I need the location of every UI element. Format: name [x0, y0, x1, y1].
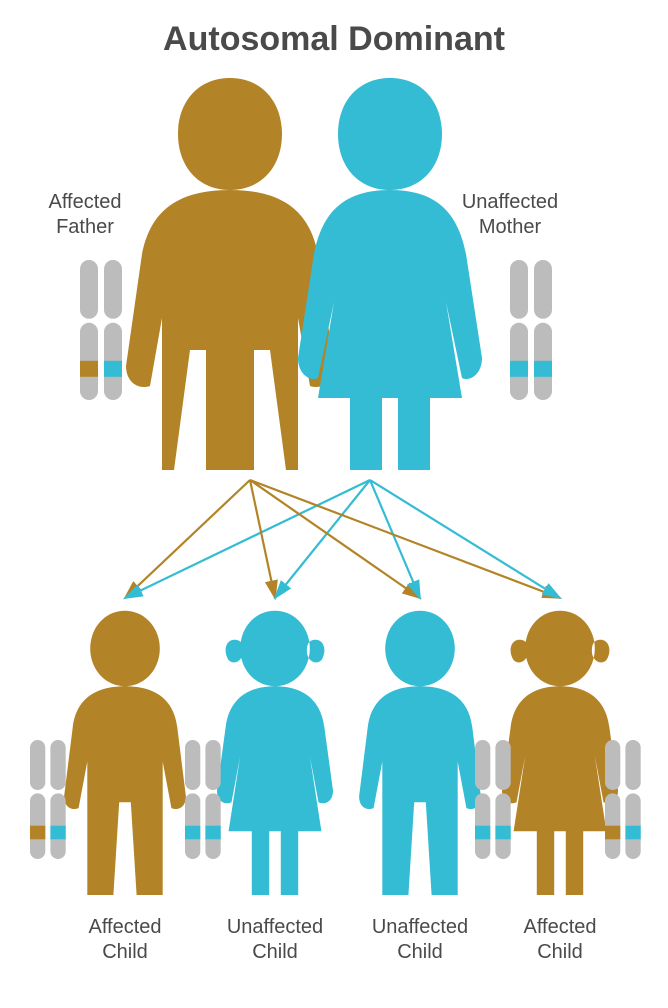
- child-label-2: UnaffectedChild: [340, 915, 500, 965]
- father-figure: [126, 78, 334, 470]
- mother-chromosomes: [510, 260, 552, 400]
- child-figure-0: [64, 611, 186, 895]
- child-label-3: AffectedChild: [480, 915, 640, 965]
- child-chromosomes-0: [30, 740, 66, 859]
- child-figure-3: [502, 611, 618, 895]
- mother-figure: [298, 78, 482, 470]
- arrow-father-child1: [250, 480, 275, 598]
- arrow-father-child3: [250, 480, 560, 598]
- child-chromosomes-3: [605, 740, 641, 859]
- arrow-mother-child1: [275, 480, 370, 598]
- diagram-svg: [0, 0, 668, 1008]
- child-chromosomes-1: [185, 740, 221, 859]
- child-figure-2: [359, 611, 481, 895]
- child-label-1: UnaffectedChild: [195, 915, 355, 965]
- arrow-father-child0: [125, 480, 250, 598]
- child-figure-1: [217, 611, 333, 895]
- father-chromosomes: [80, 260, 122, 400]
- child-label-0: AffectedChild: [45, 915, 205, 965]
- arrow-mother-child3: [370, 480, 560, 598]
- child-chromosomes-2: [475, 740, 511, 859]
- inheritance-diagram: Autosomal Dominant AffectedFather Unaffe…: [0, 0, 668, 1008]
